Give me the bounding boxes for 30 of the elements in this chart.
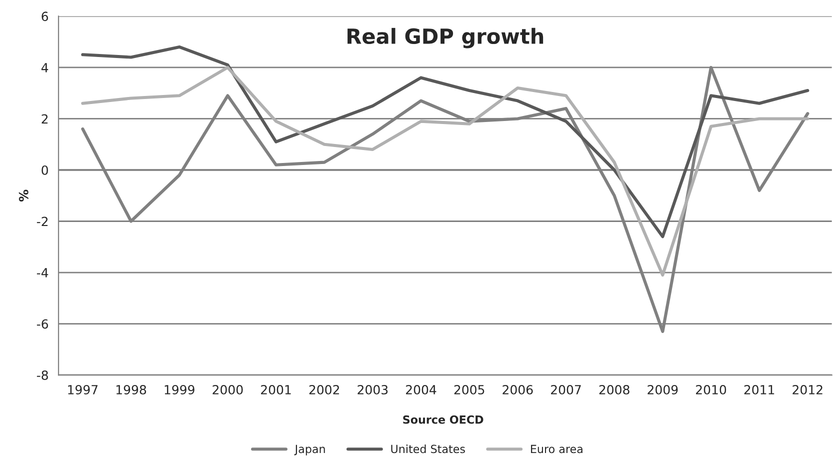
x-tick-label: 2001 xyxy=(261,384,291,394)
x-tick-label: 2006 xyxy=(502,384,533,394)
x-tick-label: 2011 xyxy=(744,384,774,394)
x-tick-label: 2002 xyxy=(309,384,339,394)
x-tick-label: 2010 xyxy=(696,384,726,394)
legend-label: Euro area xyxy=(531,444,582,454)
y-tick-label: -8 xyxy=(36,370,48,380)
x-tick-label: 2008 xyxy=(599,384,630,394)
y-tick-label: 6 xyxy=(42,12,48,22)
x-tick-label: 2004 xyxy=(406,384,436,394)
x-tick-label: 2012 xyxy=(792,384,822,394)
y-tick-label: 2 xyxy=(42,114,48,124)
y-tick-label: -6 xyxy=(36,319,48,329)
text: Real GDP growth xyxy=(348,28,544,48)
x-tick-label: 2003 xyxy=(358,384,388,394)
x-tick-label: 2000 xyxy=(212,384,243,394)
x-tick-label: 2009 xyxy=(648,384,678,394)
y-tick-label: -4 xyxy=(36,268,48,278)
x-tick-label: 2005 xyxy=(454,384,484,394)
x-tick-label: 2007 xyxy=(551,384,581,394)
x-tick-label: 1998 xyxy=(116,384,146,394)
y-tick-label: 4 xyxy=(41,63,48,72)
x-tick-label: 1999 xyxy=(164,384,194,394)
legend-label: United States xyxy=(391,444,465,454)
y-tick-label: -2 xyxy=(36,216,48,226)
legend-label: Japan xyxy=(294,444,325,456)
x-tick-label: 1997 xyxy=(68,384,98,394)
source-note: Source OECD xyxy=(403,415,484,424)
y-tick-label: 0 xyxy=(42,165,48,175)
y-axis-title: % xyxy=(18,190,28,202)
